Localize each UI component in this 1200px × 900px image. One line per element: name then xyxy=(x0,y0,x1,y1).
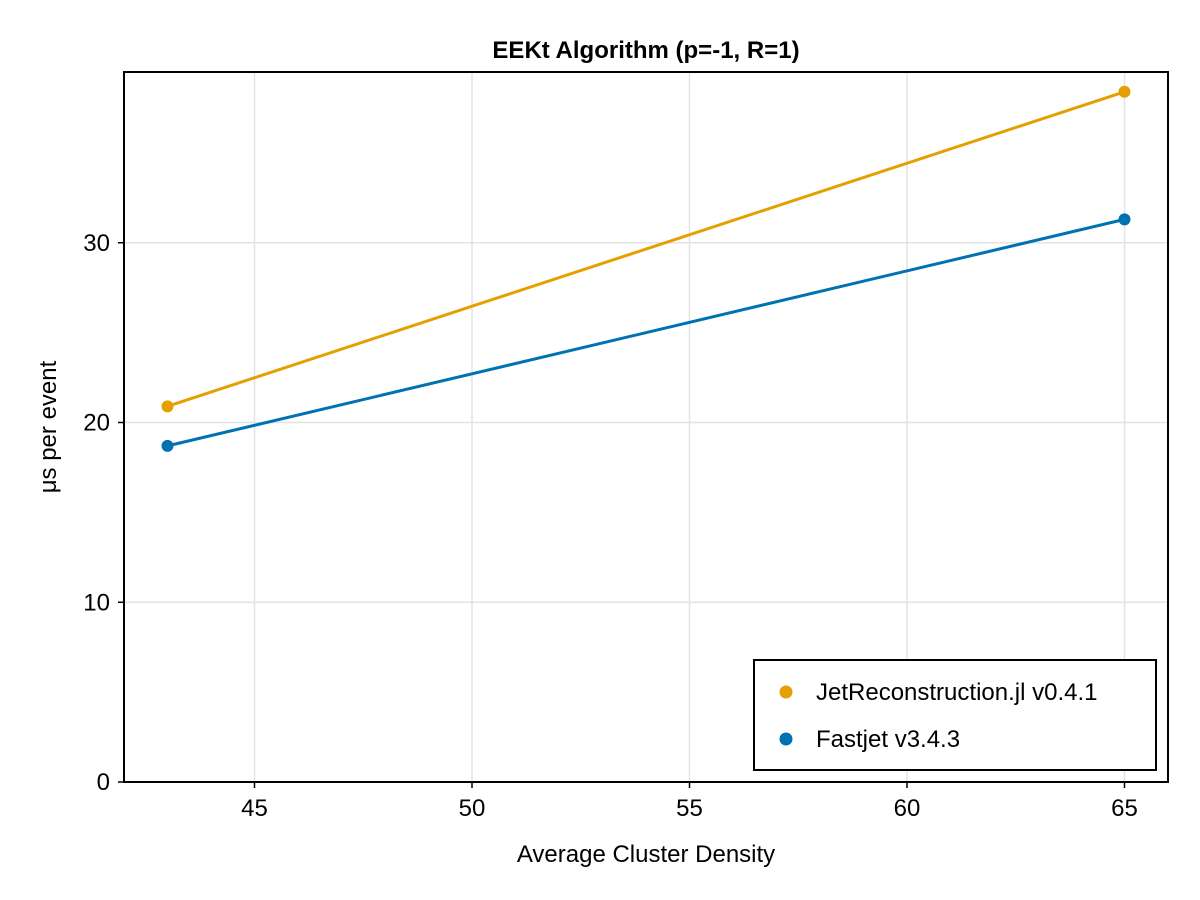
x-tick-label: 45 xyxy=(241,795,268,822)
legend-marker xyxy=(779,685,793,699)
legend-box xyxy=(753,659,1157,771)
x-tick-label: 55 xyxy=(676,795,703,822)
x-tick-label: 60 xyxy=(894,795,921,822)
x-tick-label: 50 xyxy=(459,795,486,822)
legend-item: JetReconstruction.jl v0.4.1 xyxy=(779,679,1097,706)
series-line xyxy=(166,217,1126,448)
legend-marker xyxy=(779,732,793,746)
data-point xyxy=(1118,85,1131,98)
x-axis-label: Average Cluster Density xyxy=(517,841,775,868)
series-1 xyxy=(161,85,1131,413)
legend-items: JetReconstruction.jl v0.4.1 Fastjet v3.4.… xyxy=(779,679,1097,753)
y-tick-label: 0 xyxy=(97,769,110,796)
series-line xyxy=(166,90,1126,408)
series-2 xyxy=(161,213,1131,452)
legend: JetReconstruction.jl v0.4.1 Fastjet v3.4.… xyxy=(753,659,1157,771)
y-tick-label: 20 xyxy=(83,410,110,437)
data-point xyxy=(1118,213,1131,226)
y-tick-label: 10 xyxy=(83,589,110,616)
y-axis-ticks: 0 10 20 30 xyxy=(83,230,124,796)
chart-title: EEKt Algorithm (p=-1, R=1) xyxy=(492,37,799,64)
data-point xyxy=(161,400,174,413)
data-point xyxy=(161,439,174,452)
legend-item: Fastjet v3.4.3 xyxy=(779,726,960,753)
x-tick-label: 65 xyxy=(1111,795,1138,822)
legend-label: Fastjet v3.4.3 xyxy=(816,726,960,753)
x-axis-ticks: 45 50 55 60 65 xyxy=(241,782,1138,822)
y-tick-label: 30 xyxy=(83,230,110,257)
legend-label: JetReconstruction.jl v0.4.1 xyxy=(816,679,1097,706)
series-group xyxy=(161,85,1131,452)
plot-area-frame xyxy=(123,71,1169,783)
y-axis-label: μs per event xyxy=(35,360,62,493)
